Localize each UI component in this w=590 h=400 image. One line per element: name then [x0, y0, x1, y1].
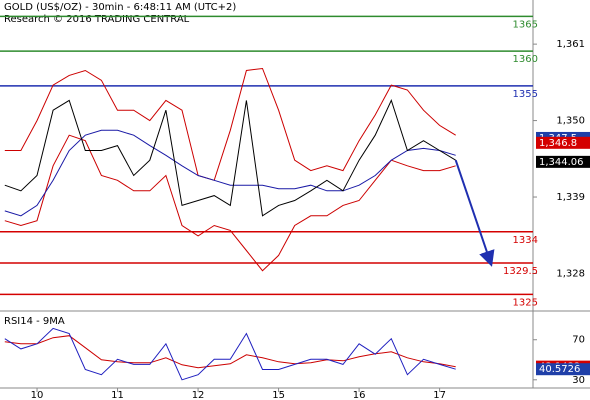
- y-tick-label: 1,361: [556, 39, 585, 50]
- x-tick-label: 16: [353, 390, 366, 400]
- rsi-title: RSI14 - 9MA: [4, 316, 65, 327]
- level-label: 1325: [513, 297, 538, 308]
- x-tick-label: 17: [433, 390, 446, 400]
- series-line: [4, 67, 456, 181]
- price-label-box: [536, 136, 590, 149]
- level-label: 1334: [513, 235, 538, 246]
- level-label: 1355: [513, 89, 538, 100]
- x-tick-label: 10: [31, 390, 44, 400]
- level-label: 1360: [513, 54, 538, 65]
- chart-title: GOLD (US$/OZ) - 30min - 6:48:11 AM (UTC+…: [4, 2, 236, 13]
- y-tick-label: 1,339: [556, 192, 585, 203]
- price-label: 1,346.8: [539, 138, 577, 149]
- price-label: 40.5726: [539, 364, 580, 375]
- price-label: 1,344.06: [539, 157, 584, 168]
- series-line: [4, 327, 456, 381]
- chart-subtitle: Research © 2016 TRADING CENTRAL: [4, 14, 190, 25]
- x-tick-label: 15: [272, 390, 285, 400]
- series-line: [4, 129, 456, 217]
- y-tick-label: 1,328: [556, 268, 585, 279]
- y-tick-label: 30: [572, 375, 585, 386]
- level-label: 1329.5: [503, 266, 538, 277]
- series-line: [4, 99, 456, 217]
- price-label-box: [536, 155, 590, 168]
- y-tick-label: 1,350: [556, 116, 585, 127]
- level-label: 1365: [513, 19, 538, 30]
- price-label-box: [536, 363, 590, 376]
- x-tick-label: 11: [111, 390, 124, 400]
- forecast-arrow: [454, 159, 495, 267]
- series-line: [4, 335, 456, 369]
- y-tick-label: 70: [572, 335, 585, 346]
- x-tick-label: 12: [192, 390, 205, 400]
- series-line: [4, 134, 456, 272]
